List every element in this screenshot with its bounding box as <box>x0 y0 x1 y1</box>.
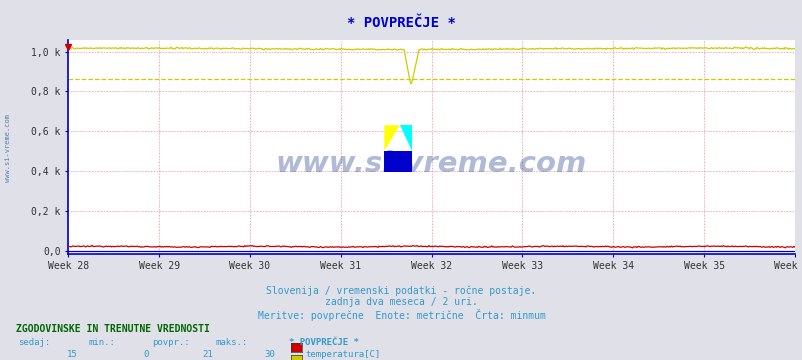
Polygon shape <box>384 151 411 172</box>
Text: Meritve: povprečne  Enote: metrične  Črta: minmum: Meritve: povprečne Enote: metrične Črta:… <box>257 309 545 321</box>
Text: 21: 21 <box>202 350 213 359</box>
Text: zadnja dva meseca / 2 uri.: zadnja dva meseca / 2 uri. <box>325 297 477 307</box>
Text: 0: 0 <box>143 350 148 359</box>
Text: maks.:: maks.: <box>215 338 247 347</box>
Polygon shape <box>399 125 411 151</box>
Text: * POVPREČJE *: * POVPREČJE * <box>289 338 358 347</box>
Text: temperatura[C]: temperatura[C] <box>305 350 380 359</box>
Text: * POVPREČJE *: * POVPREČJE * <box>346 16 456 30</box>
Text: 30: 30 <box>265 350 275 359</box>
Text: www.si-vreme.com: www.si-vreme.com <box>5 114 11 181</box>
Polygon shape <box>384 125 399 151</box>
Text: Slovenija / vremenski podatki - ročne postaje.: Slovenija / vremenski podatki - ročne po… <box>266 285 536 296</box>
Text: min.:: min.: <box>88 338 115 347</box>
Text: www.si-vreme.com: www.si-vreme.com <box>276 150 586 178</box>
Text: ZGODOVINSKE IN TRENUTNE VREDNOSTI: ZGODOVINSKE IN TRENUTNE VREDNOSTI <box>16 324 209 334</box>
Text: 15: 15 <box>67 350 78 359</box>
Text: sedaj:: sedaj: <box>18 338 50 347</box>
Text: povpr.:: povpr.: <box>152 338 190 347</box>
